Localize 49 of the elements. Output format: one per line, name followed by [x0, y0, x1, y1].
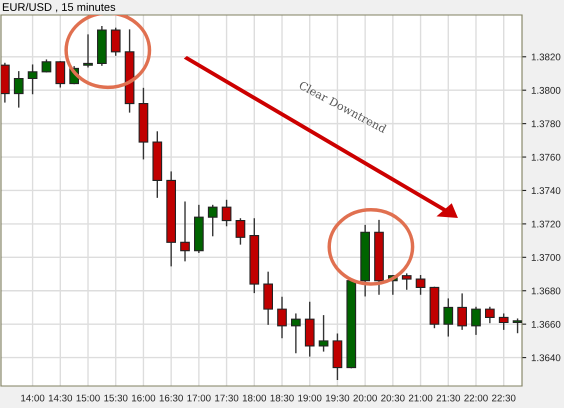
candlestick	[236, 218, 246, 245]
x-tick-label: 16:30	[160, 394, 183, 402]
y-tick-label: 1.3640	[532, 354, 560, 362]
candlestick	[83, 34, 93, 68]
x-tick-label: 17:00	[187, 394, 211, 402]
candlestick	[318, 315, 328, 352]
candlestick	[180, 201, 190, 262]
y-tick-label: 1.3780	[532, 120, 560, 128]
y-tick-label: 1.3820	[532, 54, 560, 60]
x-tick-label: 14:30	[48, 394, 72, 402]
candlestick	[485, 306, 495, 324]
y-tick-label: 1.3700	[532, 254, 560, 261]
candlestick	[471, 306, 481, 335]
x-tick-label: 21:00	[408, 394, 432, 402]
x-tick-label: 20:00	[353, 394, 377, 402]
candlestick	[443, 298, 454, 337]
x-tick-label: 15:30	[104, 394, 128, 402]
x-tick-label: 16:00	[132, 394, 156, 402]
x-tick-label: 21:30	[436, 394, 460, 402]
candlestick	[402, 273, 412, 290]
x-tick-label: 20:30	[381, 394, 405, 402]
x-tick-label: 19:00	[298, 394, 322, 402]
chart-title: EUR/USD , 15 minutes	[2, 2, 116, 12]
y-tick-label: 1.3760	[532, 154, 560, 161]
y-tick-label: 1.3800	[532, 86, 560, 94]
candlestick	[28, 64, 38, 94]
candlestick	[222, 200, 232, 226]
candlestick	[416, 275, 426, 295]
candlestick	[291, 313, 301, 354]
x-tick-label: 18:30	[270, 394, 294, 402]
x-tick-label: 22:30	[492, 394, 516, 402]
candlestick	[55, 61, 66, 88]
candlestick	[42, 59, 52, 73]
y-tick-label: 1.3720	[532, 220, 560, 228]
candlestick	[208, 204, 218, 236]
candlestick	[277, 296, 287, 338]
candlestick	[14, 71, 24, 108]
candlestick	[457, 293, 467, 330]
y-tick-label: 1.3680	[532, 287, 560, 294]
y-tick-label: 1.3740	[532, 187, 560, 194]
x-tick-label: 22:00	[464, 394, 488, 402]
x-tick-label: 15:00	[76, 394, 100, 402]
candlestick	[110, 28, 121, 56]
y-tick-label: 1.3660	[532, 320, 560, 328]
x-tick-label: 18:00	[242, 394, 266, 402]
candlestick	[498, 313, 509, 330]
x-tick-label: 14:00	[21, 394, 44, 402]
x-tick-label: 17:30	[215, 394, 238, 402]
x-tick-label: 19:30	[326, 394, 350, 402]
